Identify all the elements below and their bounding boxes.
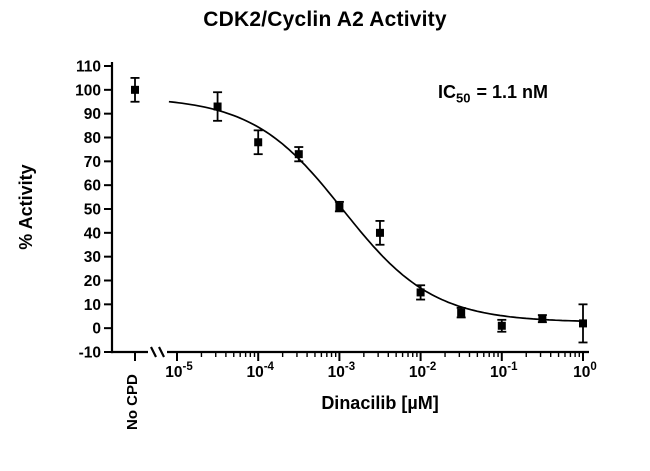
ic50-prefix: IC — [438, 82, 456, 102]
x-axis-label: Dinacilib [µM] — [321, 393, 439, 413]
svg-text:10-5: 10-5 — [165, 361, 193, 381]
svg-text:10-2: 10-2 — [409, 361, 436, 381]
svg-text:90: 90 — [84, 106, 101, 123]
svg-text:10: 10 — [84, 297, 101, 314]
y-axis-label: % Activity — [16, 164, 36, 250]
data-point — [497, 318, 507, 333]
data-point — [456, 307, 466, 319]
svg-text:10-1: 10-1 — [490, 361, 518, 381]
minor-tick-marks — [200, 352, 580, 357]
data-point — [294, 146, 304, 163]
axes — [110, 62, 589, 358]
data-point — [578, 303, 588, 344]
fit-curve — [168, 100, 582, 322]
data-point — [213, 91, 223, 122]
svg-text:-10: -10 — [79, 345, 101, 362]
data-point — [375, 220, 385, 246]
svg-text:110: 110 — [76, 59, 101, 76]
data-point — [537, 314, 547, 324]
no-cpd-tick-label: No CPD — [124, 374, 141, 430]
data-point — [334, 200, 344, 213]
svg-text:80: 80 — [84, 130, 101, 147]
svg-text:100: 100 — [75, 82, 101, 99]
data-points — [130, 77, 588, 344]
svg-text:100: 100 — [573, 361, 597, 381]
svg-text:40: 40 — [84, 225, 101, 242]
chart-title: CDK2/Cyclin A2 Activity — [203, 8, 447, 31]
svg-text:0: 0 — [92, 321, 101, 338]
svg-text:60: 60 — [84, 178, 101, 195]
svg-text:10-3: 10-3 — [328, 361, 355, 381]
ic50-value: = 1.1 nM — [471, 82, 548, 102]
ic50-annotation: IC50 = 1.1 nM — [438, 82, 548, 106]
tick-marks — [104, 65, 584, 361]
data-point — [253, 129, 263, 156]
svg-text:50: 50 — [84, 202, 101, 219]
svg-text:10-4: 10-4 — [246, 361, 274, 381]
svg-text:20: 20 — [84, 273, 101, 290]
data-point — [416, 284, 426, 301]
svg-text:30: 30 — [84, 249, 101, 266]
no-cpd-point — [130, 77, 140, 103]
svg-text:70: 70 — [84, 154, 101, 171]
ic50-subscript: 50 — [456, 90, 471, 106]
